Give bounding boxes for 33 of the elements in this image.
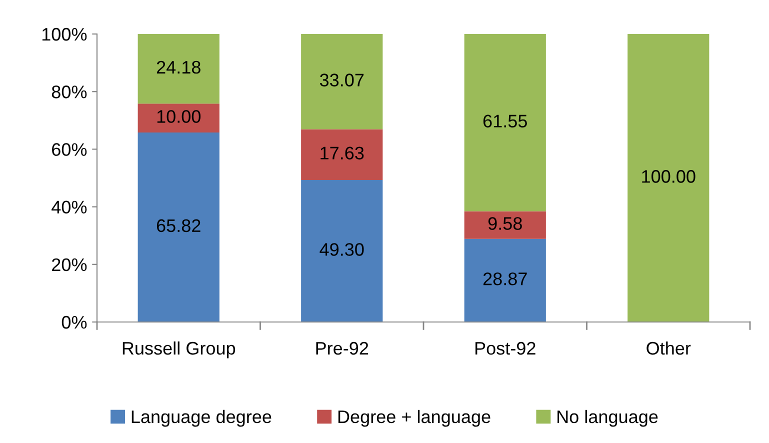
bar	[464, 34, 546, 212]
data-label: 33.07	[320, 74, 364, 86]
data-label: 9.58	[488, 217, 522, 230]
bar	[301, 34, 383, 130]
bar	[628, 34, 710, 322]
x-tick-label: Russell Group	[122, 341, 236, 358]
data-label: 100.00	[642, 170, 696, 183]
y-tick-label: 60%	[52, 143, 87, 156]
bar	[138, 104, 220, 132]
bar	[301, 129, 383, 180]
y-tick-label: 40%	[52, 200, 87, 214]
y-tick-label: 80%	[52, 86, 87, 98]
legend-label: No language	[558, 410, 658, 427]
bar	[301, 180, 383, 322]
data-label: 49.30	[320, 243, 364, 256]
data-label: 61.55	[483, 114, 527, 128]
y-tick-label: 100%	[42, 28, 87, 41]
bar	[464, 211, 546, 239]
legend-label: Language degree	[132, 410, 272, 427]
data-label: 24.18	[156, 60, 200, 74]
x-tick-label: Other	[646, 341, 691, 355]
bar	[138, 132, 220, 322]
x-tick-label: Post-92	[475, 342, 536, 355]
legend-label: Degree + language	[338, 410, 490, 427]
data-label: 28.87	[483, 272, 527, 286]
bar	[464, 238, 546, 322]
data-label: 65.82	[156, 219, 200, 232]
x-tick-label: Pre-92	[316, 342, 368, 355]
bar	[138, 34, 220, 104]
y-tick-label: 0%	[62, 316, 87, 329]
data-label: 17.63	[320, 146, 364, 160]
y-tick-label: 20%	[52, 258, 87, 272]
data-label: 10.00	[157, 110, 201, 123]
